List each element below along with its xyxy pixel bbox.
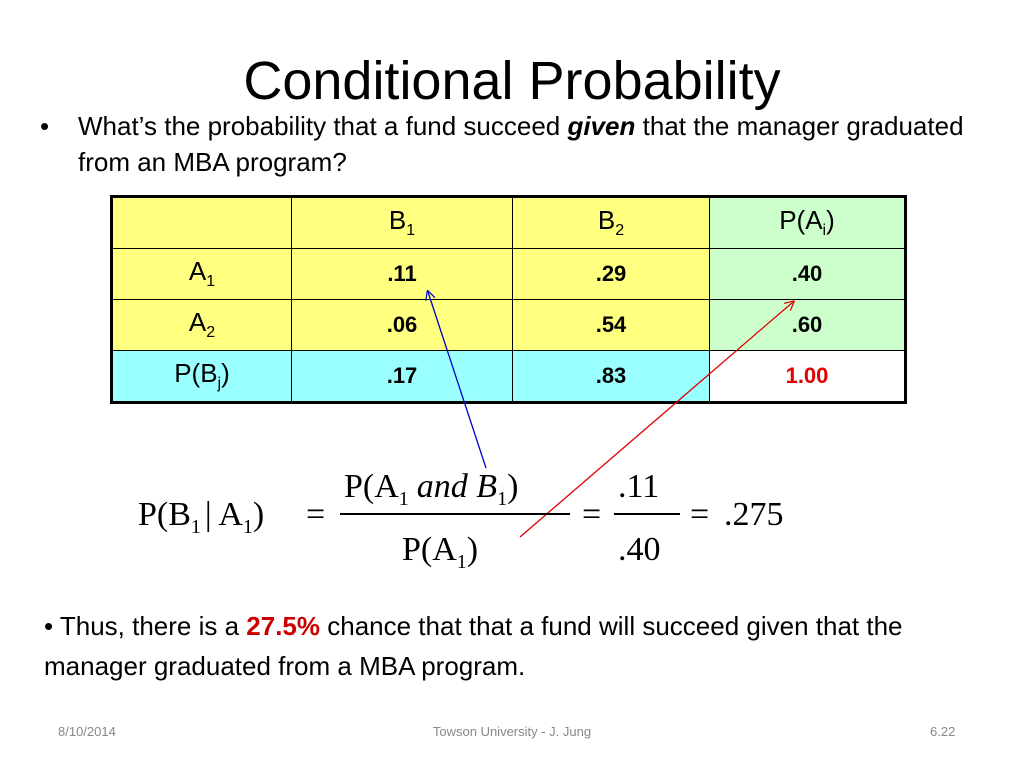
cell-grand-total: 1.00	[709, 350, 906, 403]
question-emphasis: given	[567, 111, 636, 141]
bullet-marker: •	[40, 111, 50, 141]
question-before: What’s the probability that a fund succe…	[78, 111, 568, 141]
conclusion-marker: •	[44, 611, 54, 641]
table-marginal-row: P(Bj) .17 .83 1.00	[111, 350, 906, 403]
conclusion-before: Thus, there is a	[53, 611, 247, 641]
question-after: that the manager graduated from an MBA p…	[78, 111, 964, 177]
question-text: What’s the probability that a fund succe…	[78, 108, 1010, 180]
joint-probability-table: B1 B2 P(Ai) A1 .11 .29 .40 A2 .06 .54 .6…	[110, 195, 907, 404]
cell-pb1: .17	[291, 350, 513, 403]
den-close: )	[467, 531, 478, 568]
num-sub1: 1	[399, 488, 409, 510]
conditional-probability-formula: P(B1 | A1) = P(A1 and B1) P(A1) = .11 .40 …	[138, 468, 784, 573]
lhs-sub2: 1	[243, 516, 253, 538]
cell-pb2: .83	[512, 350, 710, 403]
cell-a2-total: .60	[709, 299, 906, 351]
header-pa: P(Ai)	[709, 196, 906, 249]
row-label-a1: A1	[111, 248, 292, 300]
row-label-pbj: P(Bj)	[111, 350, 292, 403]
conclusion-after: chance that that a fund will succeed giv…	[44, 611, 903, 681]
equals-2: =	[582, 496, 601, 533]
equals-3: =	[690, 496, 709, 533]
header-b2: B2	[512, 196, 710, 249]
footer-page-number: 6.22	[930, 724, 956, 739]
lhs-pb: P(B	[138, 496, 191, 533]
slide-title: Conditional Probability	[243, 51, 781, 111]
cell-a2-b1: .06	[291, 299, 513, 351]
footer-date: 8/10/2014	[58, 724, 116, 739]
den-sub: 1	[457, 551, 467, 573]
num-sub2: 1	[497, 488, 507, 510]
cell-a2-b2: .54	[512, 299, 710, 351]
table-corner-cell	[111, 196, 292, 249]
question-bullet: • What’s the probability that a fund suc…	[40, 108, 1010, 180]
fraction-numerator: .11	[618, 468, 659, 505]
footer-center: Towson University - J. Jung	[432, 724, 592, 739]
table-row: A2 .06 .54 .60	[111, 299, 906, 351]
cell-a1-b2: .29	[512, 248, 710, 300]
lhs-close: )	[253, 496, 264, 533]
row-label-a2: A2	[111, 299, 292, 351]
header-b1: B1	[291, 196, 513, 249]
svg-text:P(B1| A1): P(B1 | A1)	[138, 496, 264, 538]
den-pa: P(A	[402, 531, 457, 568]
equals-1: =	[306, 496, 325, 533]
conclusion-highlight: 27.5%	[246, 611, 321, 641]
cell-a1-b1: .11	[291, 248, 513, 300]
table-header-row: B1 B2 P(Ai)	[111, 196, 906, 249]
lhs-sub1: 1	[191, 516, 201, 538]
num-pa: P(A	[344, 468, 399, 505]
num-and: and B	[417, 468, 498, 505]
conclusion-paragraph: • Thus, there is a 27.5% chance that tha…	[44, 606, 984, 686]
fraction-denominator: .40	[618, 531, 661, 568]
cell-a1-total: .40	[709, 248, 906, 300]
num-close: )	[507, 468, 518, 505]
formula-result: .275	[724, 496, 784, 533]
table-row: A1 .11 .29 .40	[111, 248, 906, 300]
lhs-bar: | A	[205, 496, 243, 533]
svg-text:P(A1): P(A1)	[402, 531, 478, 573]
